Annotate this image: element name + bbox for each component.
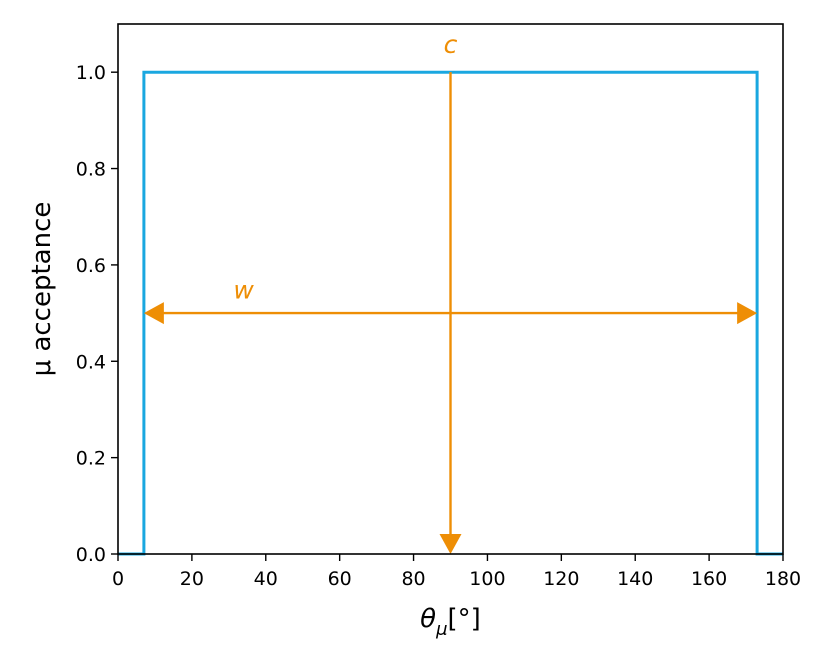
axes-frame xyxy=(117,23,784,555)
y-tick-label: 0.2 xyxy=(76,448,106,470)
x-tick-label: 140 xyxy=(617,568,653,590)
annotation-w-arrowhead-left xyxy=(143,302,164,325)
annotation-w-arrowhead-right xyxy=(737,302,758,325)
x-tick-label: 0 xyxy=(112,568,124,590)
plot-marks: cw xyxy=(118,30,783,556)
y-tick-label: 0.8 xyxy=(76,159,106,181)
y-axis-title: μ acceptance xyxy=(27,202,57,377)
x-tick-label: 120 xyxy=(543,568,579,590)
x-tick-label: 180 xyxy=(765,568,801,590)
x-tick-label: 80 xyxy=(401,568,425,590)
annotation-w-label: w xyxy=(233,276,254,305)
x-axis-unit: [°] xyxy=(448,604,481,634)
x-axis-title: θμ[°] xyxy=(420,604,481,640)
axis-labels: μ acceptance θμ[°] xyxy=(27,202,481,640)
annotation-c-arrowhead xyxy=(439,534,462,554)
x-tick-label: 20 xyxy=(180,568,204,590)
x-tick-label: 60 xyxy=(328,568,352,590)
x-tick-label: 160 xyxy=(691,568,727,590)
plot-frame xyxy=(117,23,784,555)
y-tick-label: 0.4 xyxy=(76,351,106,373)
axis-ticks: 0 20 40 60 80 100 120 140 160 180 0.0 0.2 0.4 0.6 0.8 1… xyxy=(76,62,801,590)
y-tick-label: 0.6 xyxy=(76,255,106,277)
x-tick-label: 40 xyxy=(254,568,278,590)
x-tick-label: 100 xyxy=(469,568,505,590)
x-axis-symbol: θ xyxy=(420,604,436,634)
y-tick-label: 1.0 xyxy=(76,62,106,84)
x-axis-subscript: μ xyxy=(435,619,447,640)
y-tick-label: 0.0 xyxy=(76,544,106,566)
annotation-c-label: c xyxy=(444,30,458,59)
